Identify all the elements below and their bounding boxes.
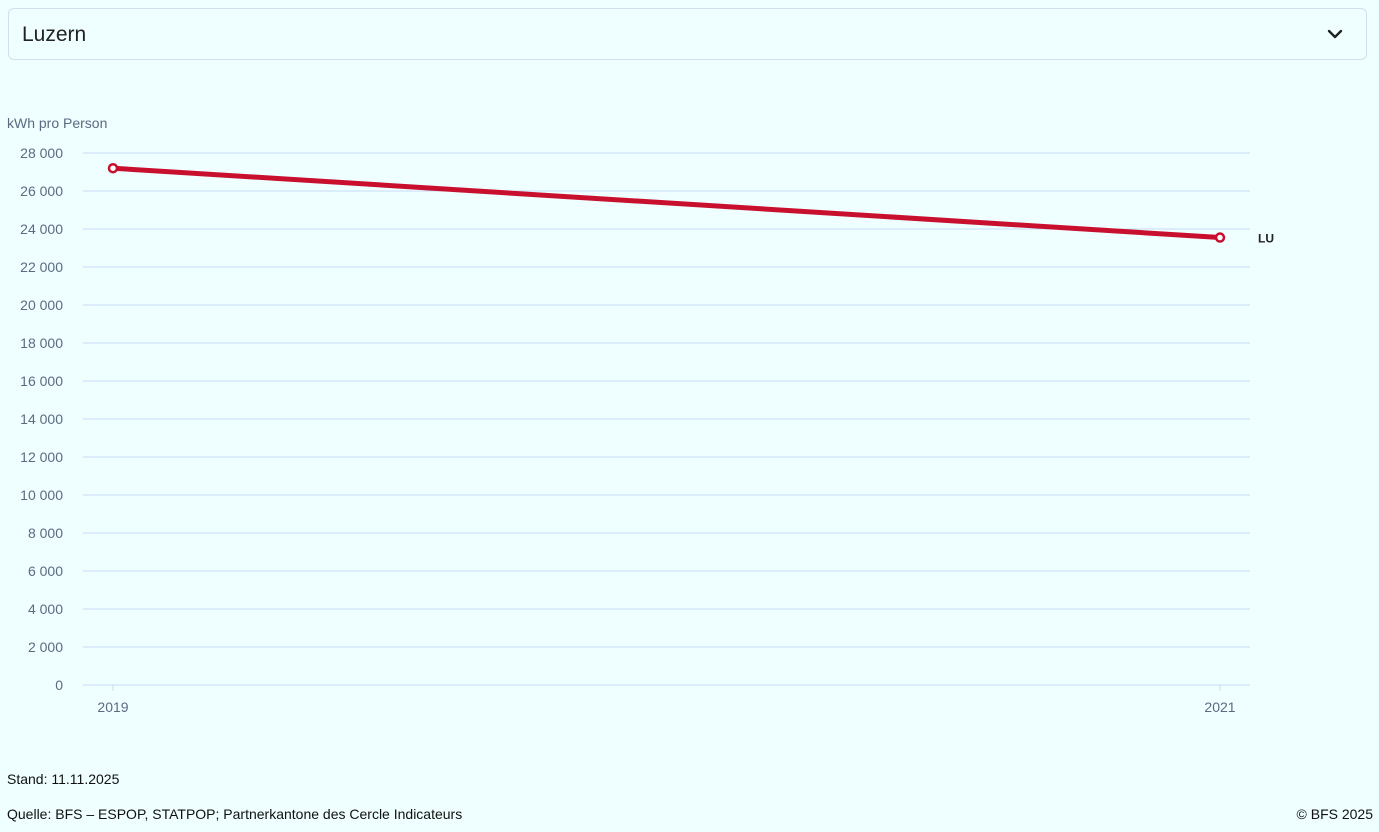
chevron-down-icon xyxy=(1327,29,1343,39)
stand-date: Stand: 11.11.2025 xyxy=(7,771,120,787)
y-tick-label: 4 000 xyxy=(28,601,63,617)
series-line-lu xyxy=(110,165,1223,241)
y-tick-label: 2 000 xyxy=(28,639,63,655)
x-axis-ticks: 2019 2021 xyxy=(97,685,1236,715)
copyright: © BFS 2025 xyxy=(1296,806,1373,822)
y-tick-label: 26 000 xyxy=(20,183,63,199)
x-tick-label: 2021 xyxy=(1204,699,1235,715)
source-text: Quelle: BFS – ESPOP, STATPOP; Partnerkan… xyxy=(7,806,463,822)
y-axis-ticks: 0 2 000 4 000 6 000 8 000 10 000 12 000 14 000 1… xyxy=(20,145,63,693)
line-chart: kWh pro Person 0 2 000 4 000 6 000 8 000 10 0… xyxy=(7,115,1274,715)
y-tick-label: 16 000 xyxy=(20,373,63,389)
data-point xyxy=(1214,232,1226,243)
y-tick-label: 22 000 xyxy=(20,259,63,275)
grid-lines xyxy=(83,152,1250,686)
y-tick-label: 12 000 xyxy=(20,449,63,465)
y-tick-label: 24 000 xyxy=(20,221,63,237)
y-tick-label: 6 000 xyxy=(28,563,63,579)
y-tick-label: 8 000 xyxy=(28,525,63,541)
canton-select[interactable]: Luzern xyxy=(8,8,1367,60)
canton-select-value: Luzern xyxy=(22,23,87,46)
series-layer: LU xyxy=(107,162,1274,246)
y-tick-label: 18 000 xyxy=(20,335,63,351)
x-tick-label: 2019 xyxy=(97,699,128,715)
y-axis-label: kWh pro Person xyxy=(7,115,107,131)
y-tick-label: 20 000 xyxy=(20,297,63,313)
series-end-label: LU xyxy=(1258,232,1274,246)
y-tick-label: 28 000 xyxy=(20,145,63,161)
data-point xyxy=(107,162,119,174)
y-tick-label: 10 000 xyxy=(20,487,63,503)
y-tick-label: 14 000 xyxy=(20,411,63,427)
y-tick-label: 0 xyxy=(55,677,63,693)
